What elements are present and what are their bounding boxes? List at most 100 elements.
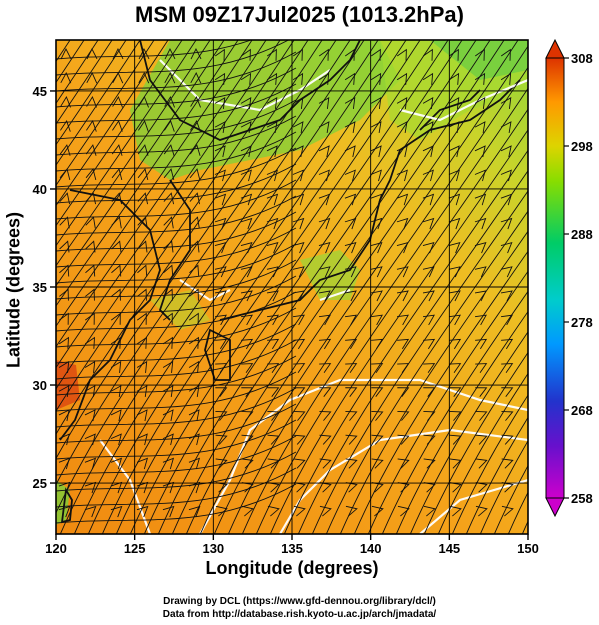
streamline xyxy=(56,243,297,284)
streamline-arrow xyxy=(345,411,358,421)
streamline-arrow xyxy=(162,360,174,373)
streamline-arrow xyxy=(474,193,487,206)
streamline-arrow xyxy=(214,169,226,182)
streamline-arrow xyxy=(292,48,303,61)
streamline-arrow xyxy=(136,457,149,470)
streamline xyxy=(367,270,528,534)
streamline-arrow xyxy=(318,145,330,158)
streamline-arrow xyxy=(86,71,98,84)
streamline xyxy=(56,211,297,252)
streamline-arrow xyxy=(85,288,95,301)
streamline-arrow xyxy=(241,505,254,517)
streamline-arrow xyxy=(58,433,70,446)
streamline-arrow xyxy=(188,433,200,446)
streamline-arrow xyxy=(345,458,358,469)
credit-drawing: Drawing by DCL (https://www.gfd-dennou.o… xyxy=(163,596,436,607)
streamline-arrow xyxy=(164,96,175,108)
streamline-arrow xyxy=(318,121,330,134)
streamline-arrow xyxy=(136,385,148,398)
streamline-arrow xyxy=(422,242,435,254)
streamline-arrow xyxy=(59,288,69,301)
streamline-arrow xyxy=(500,266,513,278)
streamline-arrow xyxy=(58,385,70,398)
streamline-arrow xyxy=(371,363,384,374)
streamline-arrow xyxy=(267,411,280,421)
streamline-arrow xyxy=(370,121,382,134)
streamline-arrow xyxy=(500,242,513,254)
streamline-arrow xyxy=(448,145,460,158)
streamline-arrow xyxy=(86,96,97,108)
streamline-arrow xyxy=(474,290,487,302)
streamline-arrow xyxy=(189,144,201,156)
streamline-arrow xyxy=(240,266,253,278)
streamline-arrow xyxy=(240,217,253,230)
streamline-arrow xyxy=(448,290,461,302)
streamline xyxy=(437,372,528,534)
streamline-arrow xyxy=(371,338,384,350)
streamline-arrow xyxy=(474,217,487,230)
streamline-arrow xyxy=(162,505,175,518)
streamline-arrow xyxy=(266,96,278,109)
streamline-arrow xyxy=(137,264,148,277)
streamline-arrow xyxy=(59,168,71,181)
y-tick-label: 25 xyxy=(33,476,47,491)
streamline-arrow xyxy=(448,242,461,254)
streamline-arrow xyxy=(214,242,227,254)
streamline-arrow xyxy=(474,242,487,254)
streamline-arrow xyxy=(500,290,513,302)
streamline-arrow xyxy=(318,242,331,254)
streamline-arrow xyxy=(162,481,175,494)
streamline-arrow xyxy=(136,409,148,422)
streamline-arrow xyxy=(112,71,124,84)
streamline xyxy=(56,195,297,236)
streamline xyxy=(56,40,183,227)
streamline-arrow xyxy=(501,363,514,374)
streamline-arrow xyxy=(423,411,436,421)
streamline-arrow xyxy=(60,47,72,60)
streamline-arrow xyxy=(474,96,486,109)
streamline-arrow xyxy=(111,192,122,205)
streamline-arrow xyxy=(112,120,123,132)
streamline-arrow xyxy=(293,363,306,374)
streamline-arrow xyxy=(85,240,96,253)
streamline-arrow xyxy=(422,48,433,61)
streamline-arrow xyxy=(344,242,357,254)
streamline xyxy=(297,170,528,534)
x-tick-label: 150 xyxy=(517,541,539,556)
streamline-arrow xyxy=(266,48,277,61)
streamline-arrow xyxy=(110,385,122,398)
streamline-arrow xyxy=(449,363,462,374)
streamline-arrow xyxy=(86,47,98,60)
streamline-arrow xyxy=(397,387,410,397)
streamline-arrow xyxy=(397,434,410,445)
y-tick-label: 35 xyxy=(33,280,47,295)
streamline-arrow xyxy=(267,338,280,350)
streamline-arrow xyxy=(318,169,330,182)
streamline xyxy=(56,40,290,76)
streamline-arrow xyxy=(240,48,251,61)
streamline-arrow xyxy=(85,144,97,156)
streamline-arrow xyxy=(396,48,407,61)
streamline-arrow xyxy=(267,387,280,397)
streamline-arrow xyxy=(449,338,462,350)
streamline xyxy=(56,40,281,369)
streamline-arrow xyxy=(500,169,512,182)
streamline-arrow xyxy=(318,48,329,61)
streamline xyxy=(584,34,599,554)
streamline-arrow xyxy=(164,71,176,84)
streamline-arrow xyxy=(266,290,279,302)
streamline-arrow xyxy=(267,314,279,326)
streamline-arrow xyxy=(449,387,462,397)
y-tick-label: 45 xyxy=(33,84,47,99)
streamline-arrow xyxy=(396,169,408,182)
streamline-arrow xyxy=(190,120,201,132)
streamline-arrow xyxy=(474,121,486,134)
streamline-arrow xyxy=(188,481,201,494)
streamline-arrow xyxy=(396,96,408,109)
streamline-arrow xyxy=(500,72,512,85)
streamline xyxy=(56,419,297,460)
streamline-arrow xyxy=(500,96,512,109)
streamline-arrow xyxy=(319,411,332,421)
streamline xyxy=(353,250,528,534)
